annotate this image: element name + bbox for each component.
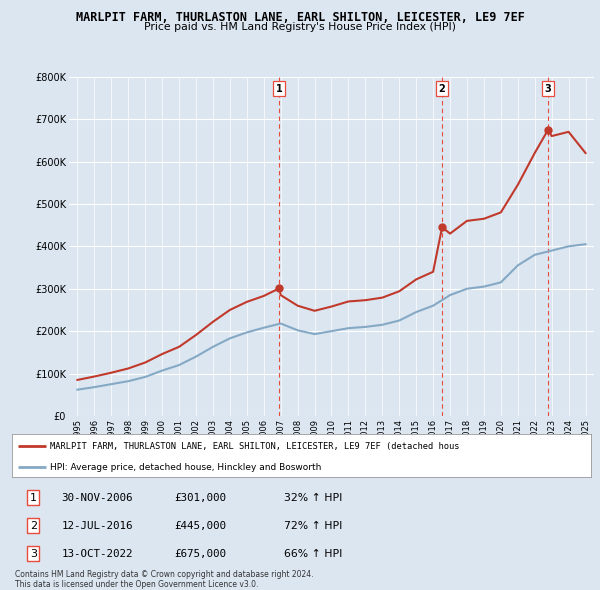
Text: £675,000: £675,000 <box>174 549 226 559</box>
Text: HPI: Average price, detached house, Hinckley and Bosworth: HPI: Average price, detached house, Hinc… <box>50 463 322 472</box>
Text: 1: 1 <box>276 84 283 94</box>
Text: 2: 2 <box>439 84 445 94</box>
Text: 12-JUL-2016: 12-JUL-2016 <box>61 521 133 530</box>
Text: 3: 3 <box>30 549 37 559</box>
Text: £301,000: £301,000 <box>174 493 226 503</box>
Text: 1: 1 <box>30 493 37 503</box>
Text: MARLPIT FARM, THURLASTON LANE, EARL SHILTON, LEICESTER, LE9 7EF (detached hous: MARLPIT FARM, THURLASTON LANE, EARL SHIL… <box>50 442 460 451</box>
Text: 72% ↑ HPI: 72% ↑ HPI <box>284 521 343 530</box>
Text: 13-OCT-2022: 13-OCT-2022 <box>61 549 133 559</box>
Text: 66% ↑ HPI: 66% ↑ HPI <box>284 549 343 559</box>
Text: 3: 3 <box>545 84 551 94</box>
Text: Contains HM Land Registry data © Crown copyright and database right 2024.
This d: Contains HM Land Registry data © Crown c… <box>15 570 314 589</box>
Text: Price paid vs. HM Land Registry's House Price Index (HPI): Price paid vs. HM Land Registry's House … <box>144 22 456 32</box>
Text: MARLPIT FARM, THURLASTON LANE, EARL SHILTON, LEICESTER, LE9 7EF: MARLPIT FARM, THURLASTON LANE, EARL SHIL… <box>76 11 524 24</box>
Text: 30-NOV-2006: 30-NOV-2006 <box>61 493 133 503</box>
Text: 2: 2 <box>30 521 37 530</box>
Text: £445,000: £445,000 <box>174 521 226 530</box>
Text: 32% ↑ HPI: 32% ↑ HPI <box>284 493 343 503</box>
